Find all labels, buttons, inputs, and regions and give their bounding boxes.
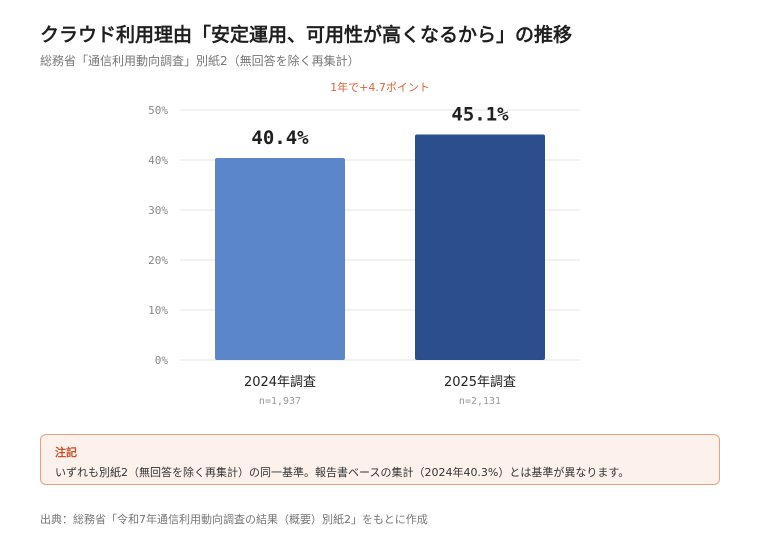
y-tick-label: 20%	[148, 254, 168, 267]
bar	[215, 158, 345, 360]
source-text: 出典：総務省「令和7年通信利用動向調査の結果（概要）別紙2」をもとに作成	[40, 513, 428, 526]
sample-size-label: n=1,937	[259, 396, 301, 407]
bar-value-label: 45.1%	[451, 104, 509, 126]
x-category-label: 2025年調査	[444, 375, 516, 390]
y-tick-label: 10%	[148, 304, 168, 317]
bar-value-label: 40.4%	[251, 127, 309, 149]
bar-chart: 0% 10% 20% 30% 40% 50% 1年で+4.7ポイント 40.4% 2024年調査…	[148, 80, 580, 407]
x-category-label: 2024年調査	[244, 375, 316, 390]
chart-title: クラウド利用理由「安定運用、可用性が高くなるから」の推移	[40, 24, 573, 46]
chart-area: 0% 10% 20% 30% 40% 50% 1年で+4.7ポイント 40.4% 2024年調査…	[148, 80, 580, 407]
chart-subtitle: 総務省「通信利用動向調査」別紙2（無回答を除く再集計）	[40, 54, 360, 68]
note-box: 注記 いずれも別紙2（無回答を除く再集計）の同一基準。報告書ベースの集計（202…	[40, 434, 720, 485]
y-tick-label: 40%	[148, 154, 168, 167]
y-tick-label: 0%	[155, 354, 169, 367]
bar	[415, 134, 545, 360]
y-tick-label: 50%	[148, 104, 168, 117]
sample-size-label: n=2,131	[459, 396, 501, 407]
note-body: いずれも別紙2（無回答を除く再集計）の同一基準。報告書ベースの集計（2024年4…	[55, 466, 630, 479]
note-title: 注記	[55, 446, 77, 459]
y-tick-label: 30%	[148, 204, 168, 217]
annotation-label: 1年で+4.7ポイント	[330, 80, 430, 94]
